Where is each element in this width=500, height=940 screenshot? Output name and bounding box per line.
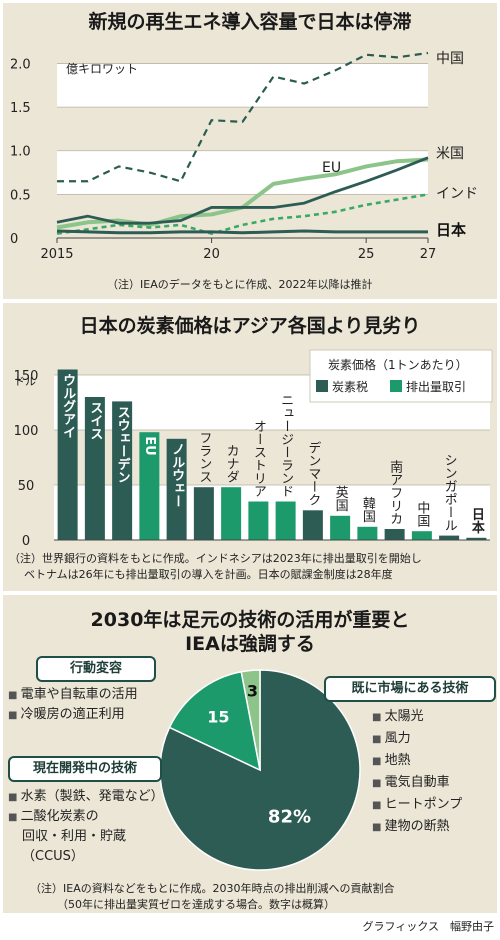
behavior-change-list: 電車や自転車の活用 冷暖房の適正利用: [8, 685, 138, 725]
list-item: 回収・利用・貯蔵: [22, 829, 127, 844]
list-item: 電車や自転車の活用: [8, 685, 138, 705]
bar-デンマーク: [302, 510, 323, 540]
pie-value-label: 15: [207, 707, 229, 726]
bar-シンガポール: [439, 535, 460, 540]
grid-band: [57, 63, 428, 108]
bar-label-スウェーデン: スウェーデン: [115, 405, 130, 483]
list-item: ヒートポンプ: [372, 794, 463, 816]
bar-label-デンマーク: デンマーク: [305, 441, 320, 506]
bar-label-シンガポール: シンガポール: [442, 454, 457, 532]
y-axis-unit: ドル: [14, 375, 36, 388]
bar-スイス: [84, 397, 105, 540]
y-tick-label: 0: [10, 232, 18, 247]
bar-label-南アフリカ: 南アフリカ: [387, 459, 403, 525]
legend-box: [309, 349, 493, 403]
y-tick-label: 0: [22, 534, 30, 549]
bar-ウルグアイ: [57, 369, 78, 540]
y-axis-unit: 億キロワット: [66, 62, 138, 76]
developing-tech-list: 水素（製鉄、発電など） 二酸化炭素の 回収・利用・貯蔵 （CCUS）: [8, 787, 164, 867]
bar-label-英国: 英国: [333, 486, 349, 512]
legend-label-ets: 排出量取引: [406, 380, 466, 394]
list-item: 水素（製鉄、発電など）: [8, 787, 164, 807]
legend-label-tax: 炭素税: [332, 380, 368, 394]
pie-slice-現在開発中の技術: [168, 670, 262, 772]
list-item: 地熱: [372, 750, 462, 772]
bar-label-オーストリア: オーストリア: [251, 420, 266, 498]
list-item: 風力: [372, 728, 462, 750]
bar-カナダ: [221, 487, 242, 540]
x-tick-label: 2015: [40, 247, 73, 262]
market-tech-list: 太陽光 風力 地熱 電気自動車 ヒートポンプ 建物の断熱: [372, 706, 463, 838]
bar-中国: [411, 531, 432, 540]
bar-南アフリカ: [384, 529, 405, 540]
bar-label-日本: 日本: [469, 508, 485, 535]
series-label-japan: 日本: [436, 221, 466, 239]
pie-value-label: 82%: [268, 806, 311, 827]
pie-title-line2: IEAは強調する: [185, 633, 315, 655]
bar-ニュージーランド: [275, 501, 296, 540]
legend-swatch-ets: [390, 380, 402, 392]
list-item: （CCUS）: [22, 849, 84, 864]
behavior-change-header: 行動変容: [36, 656, 156, 682]
y-tick-label: 1.0: [10, 145, 31, 160]
y-tick-label: 150: [14, 369, 39, 384]
bar-label-ウルグアイ: ウルグアイ: [60, 374, 76, 439]
bar-label-中国: 中国: [414, 501, 429, 527]
y-tick-label: 100: [14, 424, 39, 439]
pie-title-line1: 2030年は足元の技術の活用が重要と: [90, 609, 410, 631]
list-item: 太陽光: [372, 706, 462, 728]
list-item: 電気自動車: [372, 772, 462, 794]
bar-label-ニュージーランド: ニュージーランド: [278, 394, 293, 498]
market-tech-header: 既に市場にある技術: [324, 676, 496, 702]
x-tick-label: 27: [420, 247, 437, 262]
pie-value-label: 3: [247, 681, 258, 700]
y-tick-label: 1.5: [10, 101, 31, 116]
pie-note-2: （50年に排出量実質ゼロを達成する場合。数字は概算）: [57, 898, 335, 911]
bar-chart-note-1: （注）世界銀行の資料をもとに作成。インドネシアは2023年に排出量取引を開始し: [9, 552, 422, 565]
bar-英国: [330, 515, 351, 540]
legend-swatch-tax: [316, 380, 328, 392]
bar-スウェーデン: [112, 401, 133, 540]
bar-label-ノルウェー: ノルウェー: [169, 443, 185, 508]
y-tick-label: 2.0: [10, 57, 31, 72]
list-item: 建物の断熱: [372, 816, 462, 838]
bar-韓国: [357, 526, 378, 540]
line-chart-title: 新規の再生エネ導入容量で日本は停滞: [88, 11, 412, 33]
bar-label-スイス: スイス: [87, 401, 103, 440]
series-label-china: 中国: [436, 51, 464, 67]
series-line-米国: [56, 156, 429, 225]
bar-ノルウェー: [166, 438, 187, 540]
bar-EU: [139, 432, 160, 540]
series-line-中国: [57, 51, 429, 183]
bar-label-韓国: 韓国: [360, 497, 376, 523]
x-tick-label: 20: [203, 247, 220, 262]
series-line-日本: [56, 229, 428, 235]
bar-chart: 0 50 100 150ドル ウルグアイ スイス スウェーデン EU ノルウェー フランス カナダオ…: [14, 349, 493, 549]
x-tick-label: 25: [358, 247, 375, 262]
pie-note-1: （注）IEAの資料などをもとに作成。2030年時点の排出削減への貢献割合: [30, 882, 395, 895]
series-label-eu: EU: [322, 160, 341, 176]
bar-label-フランス: フランス: [196, 431, 211, 483]
bar-label-EU: EU: [142, 436, 157, 455]
list-item: 冷暖房の適正利用: [8, 705, 138, 725]
list-item: 二酸化炭素の: [8, 807, 164, 827]
line-chart-note: （注）IEAのデータをもとに作成、2022年以降は推計: [107, 278, 373, 291]
credit: グラフィックス 幅野由子: [362, 920, 494, 933]
legend-title: 炭素価格（1トンあたり）: [328, 357, 468, 372]
series-label-us: 米国: [436, 146, 464, 162]
bar-オーストリア: [248, 501, 269, 540]
bar-日本: [466, 537, 487, 540]
series-label-india: インド: [436, 186, 478, 202]
grid-band: [57, 150, 428, 195]
y-tick-label: 0.5: [10, 188, 31, 203]
developing-tech-header: 現在開発中の技術: [8, 756, 162, 782]
bar-label-カナダ: カナダ: [224, 444, 239, 483]
bar-chart-title: 日本の炭素価格はアジア各国より見劣り: [79, 315, 421, 337]
bar-chart-note-2: ベトナムは26年にも排出量取引の導入を計画。日本の賦課金制度は28年度: [24, 568, 393, 581]
bar-フランス: [193, 487, 214, 540]
y-tick-label: 50: [18, 479, 35, 494]
pie-slice-行動変容: [240, 669, 261, 771]
